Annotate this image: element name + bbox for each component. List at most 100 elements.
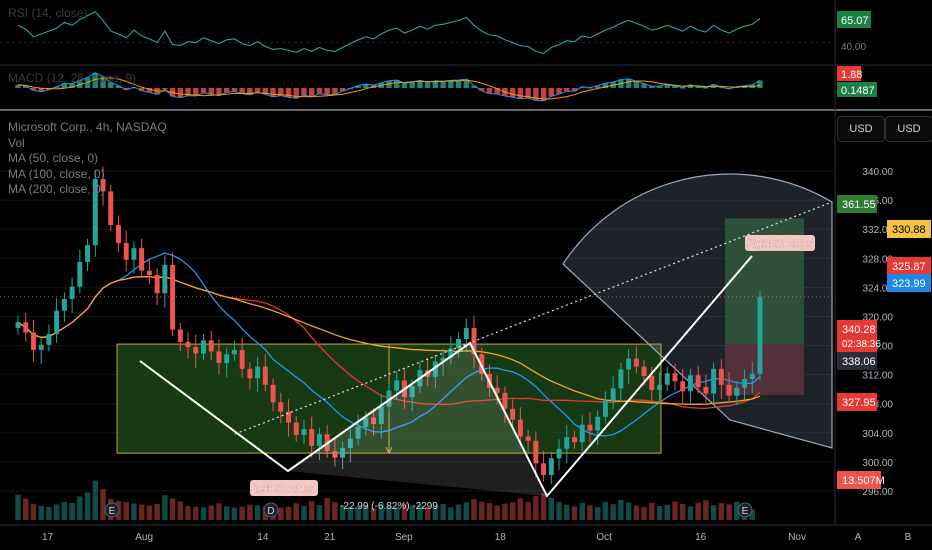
candle-body (123, 243, 129, 260)
candle-body (278, 402, 284, 412)
macd-histogram-bar (656, 86, 663, 88)
measure-arrow (385, 446, 393, 455)
volume-bar (162, 495, 168, 520)
legend-ma50[interactable]: MA (50, close, 0) (8, 151, 99, 165)
macd-histogram-bar (69, 83, 75, 88)
candle-body (332, 450, 338, 458)
candle-body (146, 270, 152, 276)
candle-body (456, 338, 462, 349)
volume-bar (409, 505, 415, 520)
candle-body (131, 248, 137, 260)
macd-histogram-bar (193, 88, 199, 96)
volume-bar (138, 504, 145, 520)
candle-body (23, 322, 29, 333)
volume-bar (316, 504, 323, 520)
legend-ma200[interactable]: MA (200, close, 0) (8, 182, 105, 196)
candle-body (579, 424, 585, 443)
volume-bar (100, 489, 106, 520)
head-shoulders-drawing[interactable]: Left Shoulder Right Shoulder -22.99 (-6.82… (104, 201, 833, 518)
volume-bar (587, 505, 593, 520)
symbol-title[interactable]: Microsoft Corp., 4h, NASDAQ (8, 120, 167, 134)
macd-histogram-bar (270, 88, 276, 97)
y-tick-label: 328.00 (862, 254, 893, 265)
candle-body (371, 417, 377, 425)
volume-bar (53, 504, 60, 520)
candle-body (633, 358, 639, 367)
rsi-tick: 40.00 (841, 42, 866, 53)
currency-button-left[interactable]: USD (837, 116, 885, 142)
macd-histogram-bar (540, 88, 547, 101)
label-last: 340.28 (842, 324, 876, 336)
legend-vol[interactable]: Vol (8, 135, 25, 150)
candle-body (394, 380, 400, 391)
candle-body (231, 349, 237, 355)
event-marker-label: E (742, 506, 749, 517)
candle-body (77, 261, 83, 287)
macd-histogram-bar (123, 88, 129, 90)
event-marker (737, 502, 753, 518)
legend-ma100[interactable]: MA (100, close, 0) (8, 166, 105, 181)
candle-body (432, 361, 438, 377)
macd-histogram-bar (649, 86, 655, 88)
y-tick-label: 296.00 (862, 487, 893, 498)
candle-body (363, 417, 369, 427)
volume-bar (200, 507, 207, 520)
label-ma100-bg (887, 257, 931, 275)
label-volume-bg (837, 471, 881, 489)
y-tick-label: 304.00 (862, 429, 893, 440)
volume-bar (672, 501, 678, 520)
volume-bar (61, 501, 68, 520)
volume-bar (324, 498, 330, 520)
macd-histogram-bar (92, 72, 98, 88)
candle-body (533, 440, 539, 464)
volume-bar (301, 506, 307, 520)
volume-bar (602, 501, 609, 520)
volume-bar (239, 506, 245, 520)
macd-histogram-bar (664, 84, 670, 88)
volume-bar (734, 501, 740, 520)
volume-bar (247, 504, 253, 520)
chart-legend: Microsoft Corp., 4h, NASDAQ Vol MA (50, … (8, 120, 167, 198)
macd-histogram-bar (53, 86, 60, 88)
volume-bar (455, 504, 462, 520)
candle-body (494, 387, 500, 393)
macd-histogram-bar (293, 88, 299, 99)
macd-histogram-bar (108, 82, 114, 88)
volume-bar (625, 502, 632, 520)
volume-bar (633, 505, 640, 520)
volume-bar (525, 501, 531, 520)
volume-bar (38, 505, 44, 520)
volume-bar (84, 492, 91, 520)
macd-histogram-bar (339, 88, 346, 92)
volume-bar (131, 503, 137, 520)
macd-histogram-bar (424, 82, 431, 88)
volume-bar (440, 504, 446, 520)
y-tick-label: 340.00 (862, 167, 893, 178)
volume-bar (69, 503, 75, 520)
macd-histogram-bar (247, 88, 253, 95)
x-tick-label: 17 (42, 532, 54, 543)
volume-bar (363, 505, 369, 520)
volume-bar (231, 507, 238, 520)
volume-bar (424, 507, 431, 520)
macd-value-bg (837, 66, 861, 81)
macd-histogram-bar (757, 80, 763, 88)
volume-bar (726, 504, 732, 520)
volume-bar (401, 503, 408, 520)
macd-histogram-bar (587, 87, 593, 89)
candle-body (711, 368, 717, 394)
macd-histogram-bar (579, 86, 585, 88)
label-lower-bg (837, 393, 877, 411)
candle-body (255, 366, 261, 379)
label-countdown: 02:38:36 (842, 339, 881, 350)
macd-histogram-bar (332, 88, 338, 95)
candle-body (316, 434, 322, 446)
volume-bar (641, 506, 647, 520)
time-axis[interactable]: 17 Aug 14 21 Sep 18 Oct 16 Nov A B (42, 532, 912, 543)
candle-body (548, 458, 554, 475)
candle-body (54, 310, 60, 334)
price-axis[interactable]: 296.00 300.00 304.00 308.00 312.00 316.00 320.… (862, 167, 893, 498)
currency-button-right[interactable]: USD (885, 116, 932, 142)
volume-bar (710, 505, 717, 520)
